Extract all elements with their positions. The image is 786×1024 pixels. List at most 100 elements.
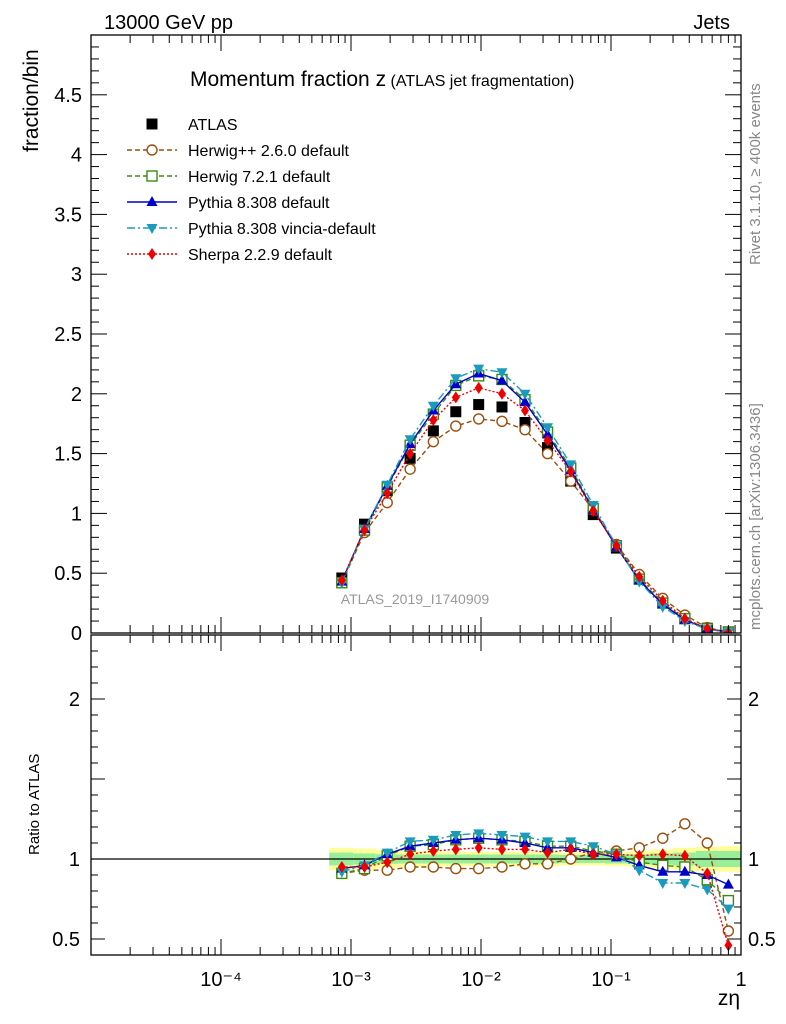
legend-entry-pythia: Pythia 8.308 default <box>127 195 330 212</box>
herwig7-ratio-line <box>341 837 729 902</box>
y-tick-label-ratio-right: 2 <box>748 689 759 711</box>
series-sherpa <box>337 381 733 633</box>
herwig_pp-ratio-point <box>519 858 531 870</box>
vincia-line <box>341 367 729 633</box>
x-tick-label: 10⁻⁴ <box>200 969 241 991</box>
herwig_pp-ratio-point <box>404 861 416 873</box>
herwig_pp-point <box>496 415 508 428</box>
energy-label: 13000 GeV pp <box>104 12 233 34</box>
atlas-point <box>496 401 508 413</box>
legend-label: Pythia 8.308 default <box>188 195 330 212</box>
sherpa-ratio-line <box>341 847 730 946</box>
herwig7-ratio-point <box>722 894 735 907</box>
y-tick-label-main: 0.5 <box>54 563 82 585</box>
y-tick-label-main: 2 <box>71 384 82 406</box>
sherpa-ratio-point <box>337 861 346 873</box>
vincia-ratio-point <box>473 829 485 840</box>
y-axis-label-main: fraction/bin <box>20 49 43 152</box>
vincia-ratio-point <box>722 904 734 915</box>
vincia-point <box>404 435 416 446</box>
vincia-point <box>519 389 531 400</box>
vincia-point <box>450 374 462 385</box>
rivet-label: Rivet 3.1.10, ≥ 400k events <box>747 83 764 265</box>
y-tick-label-main: 2.5 <box>54 324 82 346</box>
sherpa-ratio-point <box>612 848 621 861</box>
vincia-ratio-point <box>381 848 393 859</box>
sherpa-point <box>543 434 552 447</box>
herwig_pp-ratio-point <box>722 925 735 937</box>
sherpa-ratio-point <box>360 861 369 873</box>
axis-ticks <box>90 35 742 956</box>
vincia-point <box>427 401 439 412</box>
sherpa-line <box>341 387 729 633</box>
herwig_pp-ratio-point <box>427 861 440 873</box>
x-tick-label: 1 <box>735 969 746 991</box>
legend-entry-atlas: ATLAS <box>146 117 238 134</box>
sherpa-point <box>658 594 667 607</box>
source-label: mcplots.cern.ch [arXiv:1306.3436] <box>747 403 764 630</box>
vincia-ratio-point <box>565 837 577 848</box>
sherpa-point <box>635 570 644 583</box>
sherpa-ratio-point <box>383 856 392 869</box>
sherpa-ratio-point <box>589 848 598 861</box>
vincia-point <box>496 368 508 379</box>
sherpa-ratio-point <box>543 846 552 859</box>
y-tick-label-ratio: 0.5 <box>52 929 80 951</box>
analysis-id: ATLAS_2019_I1740909 <box>341 591 490 607</box>
herwig_pp-ratio-point <box>701 837 713 849</box>
sherpa-ratio-point <box>703 867 712 880</box>
vincia-point <box>565 460 577 471</box>
herwig_pp-ratio-point <box>496 861 508 873</box>
sherpa-ratio-point <box>497 843 506 856</box>
vincia-ratio-point <box>657 879 669 889</box>
process-label: Jets <box>693 12 730 34</box>
y-tick-label-main: 4 <box>71 145 82 167</box>
sherpa-point <box>337 574 346 587</box>
legend-marker <box>148 248 156 260</box>
herwig_pp-ratio-point <box>679 818 691 830</box>
sherpa-point <box>474 381 483 394</box>
herwig_pp-ratio-line <box>341 822 730 932</box>
x-axis-label: zη <box>718 987 740 1010</box>
vincia-ratio-point <box>679 879 691 889</box>
sherpa-ratio-point <box>566 843 575 856</box>
ratio-panel-frame <box>90 634 742 956</box>
sherpa-ratio-point <box>406 848 415 861</box>
legend-entry-sherpa: Sherpa 2.2.9 default <box>127 247 333 264</box>
sherpa-point <box>383 487 392 500</box>
axis-tick-labels: 10⁻⁴ 10⁻³ 10⁻² 10⁻¹ 100.511.522.533.544.50.5… <box>52 85 776 991</box>
ratio-series-vincia <box>336 829 734 915</box>
y-tick-label-main: 4.5 <box>54 85 82 107</box>
sherpa-point <box>680 612 689 625</box>
vincia-point <box>657 602 669 613</box>
sherpa-point <box>520 404 529 417</box>
vincia-point <box>473 364 485 375</box>
legend-entry-herwig7: Herwig 7.2.1 default <box>127 169 331 186</box>
legend-label: Herwig++ 2.6.0 default <box>188 143 350 160</box>
legend: ATLAS Herwig++ 2.6.0 default Herwig 7.2.1 … <box>127 117 376 264</box>
legend-label: Sherpa 2.2.9 default <box>188 247 333 264</box>
y-tick-label-main: 3.5 <box>54 204 82 226</box>
vincia-point <box>542 423 554 434</box>
legend-marker <box>146 170 158 182</box>
sherpa-ratio-point <box>658 848 667 861</box>
pythia-ratio-point <box>679 865 691 876</box>
atlas-point <box>427 425 439 437</box>
sherpa-point <box>497 387 506 400</box>
vincia-ratio-point <box>587 842 599 853</box>
ratio-series-sherpa <box>337 841 733 952</box>
legend-entry-herwig_pp: Herwig++ 2.6.0 default <box>127 143 350 160</box>
legend-label: Herwig 7.2.1 default <box>188 169 331 186</box>
herwig_pp-point <box>381 496 393 509</box>
sherpa-point <box>429 414 438 427</box>
x-tick-label: 10⁻³ <box>331 969 371 991</box>
ratio-series-herwig_pp <box>336 818 735 937</box>
atlas-point <box>473 399 485 411</box>
pythia-point <box>519 396 531 407</box>
legend-entry-vincia: Pythia 8.308 vincia-default <box>127 221 376 238</box>
sherpa-point <box>360 524 369 537</box>
pythia-ratio-point <box>722 878 734 889</box>
main-series-layer <box>336 364 735 633</box>
sherpa-ratio-point <box>451 843 460 856</box>
